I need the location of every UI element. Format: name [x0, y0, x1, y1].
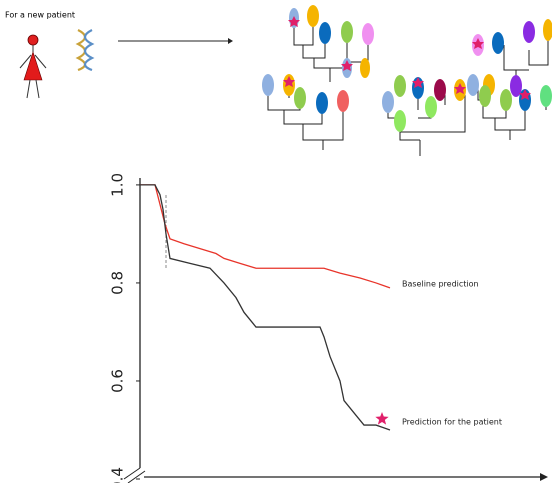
- survival-line: [140, 185, 390, 288]
- forest: [262, 5, 552, 156]
- series-label: Baseline prediction: [402, 279, 479, 288]
- y-tick-label: 0.8: [109, 271, 127, 295]
- y-tick-label: 0.4: [109, 467, 127, 483]
- y-tick-label: 1.0: [109, 173, 127, 197]
- dna-icon: [78, 30, 92, 70]
- survival-line: [140, 185, 390, 430]
- patient-star: [375, 412, 388, 425]
- plot: [124, 178, 548, 483]
- caption: For a new patient: [5, 11, 75, 20]
- figure: For a new patient: [0, 0, 552, 483]
- arrow-head: [228, 38, 233, 44]
- patient-icon: [20, 35, 46, 98]
- y-tick-label: 0.6: [109, 369, 127, 393]
- series-label: Prediction for the patient: [402, 417, 502, 426]
